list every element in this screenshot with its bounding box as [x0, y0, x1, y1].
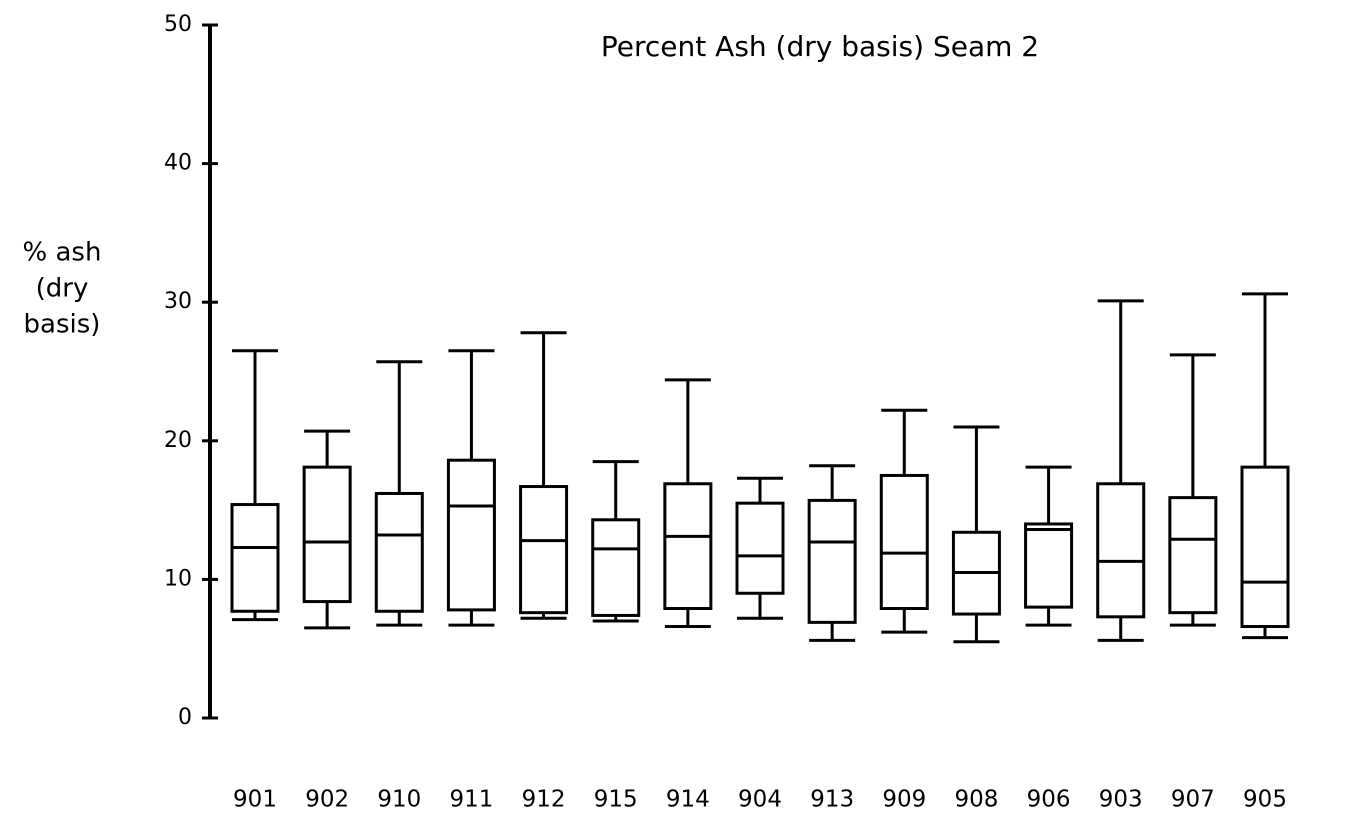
y-axis-label: % ash — [23, 238, 102, 268]
box — [1168, 496, 1218, 615]
y-tick-label: 40 — [164, 151, 192, 176]
x-tick-label: 914 — [666, 787, 710, 813]
x-tick-label: 905 — [1243, 787, 1287, 813]
box — [807, 498, 857, 624]
box — [374, 491, 424, 613]
x-tick-label: 903 — [1099, 787, 1143, 813]
y-tick-label: 20 — [164, 428, 192, 453]
x-tick-label: 909 — [882, 787, 926, 813]
box — [663, 482, 713, 611]
x-tick-label: 901 — [233, 787, 277, 813]
x-tick-label: 911 — [449, 787, 493, 813]
x-tick-label: 908 — [954, 787, 998, 813]
y-tick-label: 0 — [178, 705, 192, 730]
box — [519, 485, 569, 615]
x-tick-label: 912 — [522, 787, 566, 813]
box — [1240, 465, 1290, 629]
y-axis-label: (dry — [36, 274, 89, 304]
chart-title: Percent Ash (dry basis) Seam 2 — [601, 30, 1039, 63]
x-tick-label: 910 — [377, 787, 421, 813]
x-tick-label: 904 — [738, 787, 782, 813]
box — [1096, 482, 1146, 619]
box — [230, 503, 280, 613]
box — [591, 518, 641, 617]
y-tick-label: 30 — [164, 289, 192, 314]
x-tick-label: 902 — [305, 787, 349, 813]
box — [446, 458, 496, 612]
box — [735, 501, 785, 595]
box — [302, 465, 352, 604]
box — [879, 473, 929, 611]
x-tick-label: 906 — [1027, 787, 1071, 813]
x-tick-label: 907 — [1171, 787, 1215, 813]
y-tick-label: 50 — [164, 12, 192, 37]
box — [1024, 522, 1074, 609]
x-tick-label: 915 — [594, 787, 638, 813]
y-tick-label: 10 — [164, 566, 192, 591]
y-axis-label: basis) — [24, 310, 101, 340]
x-tick-label: 913 — [810, 787, 854, 813]
